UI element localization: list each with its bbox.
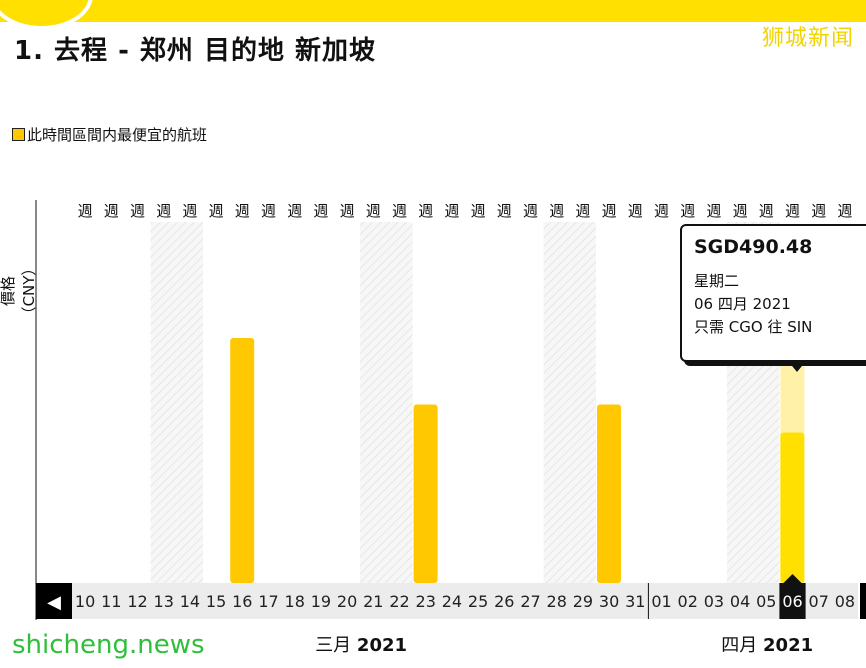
weekday-label: 週 [785, 202, 800, 220]
weekday-label: 週 [444, 202, 459, 220]
date-label[interactable]: 07 [809, 592, 829, 611]
weekday-label: 週 [392, 202, 407, 220]
shaded-column [386, 222, 413, 583]
date-label[interactable]: 18 [285, 592, 305, 611]
tooltip-pointer [788, 361, 806, 372]
weekday-label: 週 [654, 202, 669, 220]
date-label[interactable]: 19 [311, 592, 331, 611]
date-label[interactable]: 01 [651, 592, 671, 611]
date-label[interactable]: 30 [599, 592, 619, 611]
weekday-label: 週 [549, 202, 564, 220]
weekday-label: 週 [366, 202, 381, 220]
shaded-column [543, 222, 570, 583]
weekday-label: 週 [78, 202, 93, 220]
date-label[interactable]: 10 [75, 592, 95, 611]
date-label[interactable]: 15 [206, 592, 226, 611]
date-strip [72, 583, 858, 619]
date-label[interactable]: 28 [547, 592, 567, 611]
weekday-label: 週 [837, 202, 852, 220]
next-button-edge[interactable] [860, 583, 866, 619]
weekday-label: 週 [156, 202, 171, 220]
weekday-label: 週 [602, 202, 617, 220]
fare-bar [230, 338, 255, 583]
month-label-april: 四月 2021 [721, 635, 814, 656]
weekday-label: 週 [759, 202, 774, 220]
fare-bar [413, 404, 438, 583]
watermark-top: 狮城新闻 [761, 26, 854, 51]
weekday-label: 週 [340, 202, 355, 220]
weekday-label: 週 [104, 202, 119, 220]
date-label[interactable]: 04 [730, 592, 750, 611]
date-label[interactable]: 14 [180, 592, 200, 611]
selected-date-cell[interactable] [779, 583, 806, 619]
weekday-label: 週 [628, 202, 643, 220]
price-tooltip: SGD490.48 星期二 06 四月 2021 只需 CGO 往 SIN [680, 224, 866, 372]
date-label[interactable]: 16 [232, 592, 252, 611]
date-label[interactable]: 21 [363, 592, 383, 611]
prev-button[interactable] [36, 583, 72, 619]
weekday-label: 週 [287, 202, 302, 220]
watermark-bottom: shicheng.news [12, 630, 205, 660]
shaded-column [569, 222, 596, 583]
tooltip-price: SGD490.48 [694, 236, 813, 258]
date-label[interactable]: 08 [835, 592, 855, 611]
tooltip-date: 06 四月 2021 [694, 295, 791, 313]
weekday-label: 週 [575, 202, 590, 220]
weekday-label: 週 [182, 202, 197, 220]
date-label[interactable]: 24 [442, 592, 462, 611]
date-label[interactable]: 26 [494, 592, 514, 611]
top-accent-bar [0, 0, 866, 22]
weekday-label: 週 [706, 202, 721, 220]
date-label[interactable]: 02 [678, 592, 698, 611]
weekday-label: 週 [235, 202, 250, 220]
date-label[interactable]: 23 [416, 592, 436, 611]
weekday-label: 週 [418, 202, 433, 220]
date-label[interactable]: 12 [127, 592, 147, 611]
date-label[interactable]: 05 [756, 592, 776, 611]
legend: 此時間區間内最便宜的航班 [12, 124, 207, 145]
date-label[interactable]: 31 [625, 592, 645, 611]
weekday-label: 週 [811, 202, 826, 220]
shaded-column [150, 222, 177, 583]
prev-arrow-icon[interactable]: ◀ [47, 592, 61, 613]
tooltip-route: 只需 CGO 往 SIN [694, 318, 813, 336]
date-label[interactable]: 22 [389, 592, 409, 611]
date-label[interactable]: 06 [782, 592, 802, 611]
weekday-label: 週 [733, 202, 748, 220]
date-label[interactable]: 17 [258, 592, 278, 611]
date-label[interactable]: 13 [154, 592, 174, 611]
shaded-column [360, 222, 387, 583]
weekday-label: 週 [471, 202, 486, 220]
weekday-label: 週 [130, 202, 145, 220]
date-label[interactable]: 29 [573, 592, 593, 611]
selected-date-pointer [783, 574, 802, 583]
weekday-label: 週 [313, 202, 328, 220]
date-label[interactable]: 27 [520, 592, 540, 611]
legend-label: 此時間區間内最便宜的航班 [27, 126, 208, 144]
date-label[interactable]: 03 [704, 592, 724, 611]
fare-bar [597, 404, 621, 583]
shaded-column [176, 222, 203, 583]
date-label[interactable]: 11 [101, 592, 121, 611]
weekday-label: 週 [209, 202, 224, 220]
weekday-label: 週 [497, 202, 512, 220]
weekday-label: 週 [680, 202, 695, 220]
date-label[interactable]: 20 [337, 592, 357, 611]
legend-swatch [12, 128, 25, 141]
page-title: 1. 去程 - 郑州 目的地 新加坡 [14, 36, 377, 66]
weekday-label: 週 [261, 202, 276, 220]
date-label[interactable]: 25 [468, 592, 488, 611]
weekday-label: 週 [523, 202, 538, 220]
tooltip-weekday: 星期二 [694, 272, 740, 290]
fare-bar [780, 432, 805, 583]
month-label-march: 三月 2021 [315, 635, 408, 656]
